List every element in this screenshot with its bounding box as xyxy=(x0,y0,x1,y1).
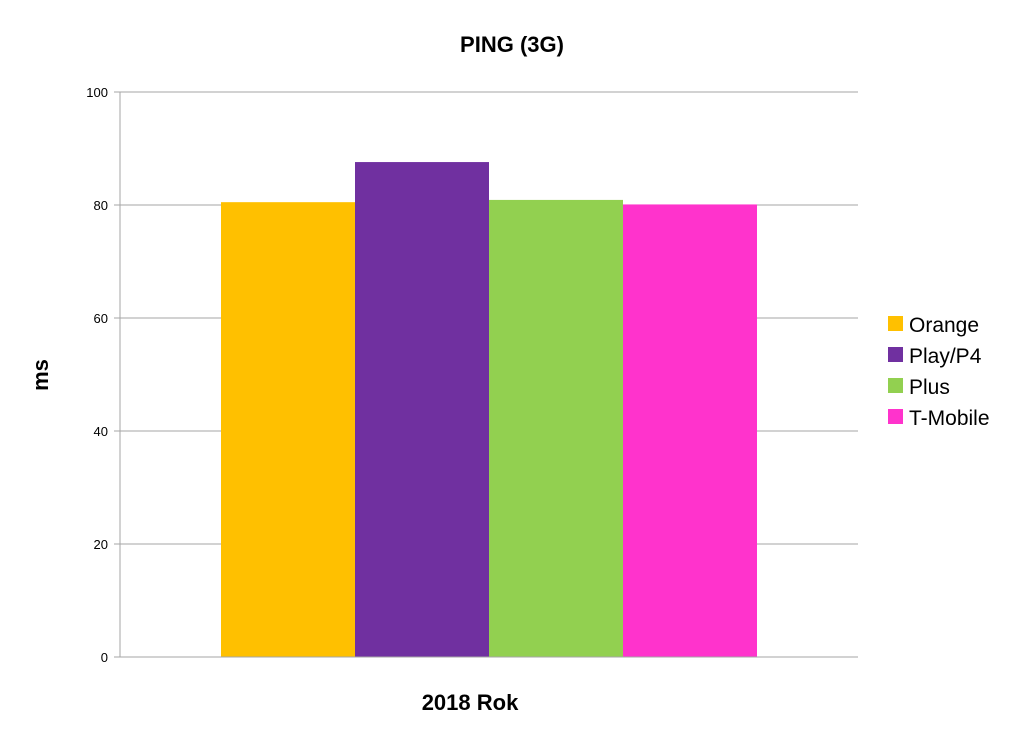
y-tick-label: 40 xyxy=(94,424,108,439)
y-tick-label: 100 xyxy=(86,85,108,100)
bars xyxy=(221,162,757,658)
bar-plus xyxy=(489,199,623,658)
y-tick-label: 20 xyxy=(94,537,108,552)
legend-label: Orange xyxy=(909,314,979,337)
chart-title: PING (3G) xyxy=(460,32,564,57)
y-tick-label: 0 xyxy=(101,650,108,665)
y-axis-title: ms xyxy=(28,359,53,391)
legend-swatch xyxy=(888,316,903,331)
bar-play-p4 xyxy=(355,162,489,657)
legend-swatch xyxy=(888,347,903,362)
legend: Orange Play/P4 Plus T-Mobile xyxy=(888,314,990,430)
y-tick-label: 80 xyxy=(94,198,108,213)
x-axis-title: 2018 Rok xyxy=(422,690,519,715)
bar-t-mobile xyxy=(623,204,757,657)
legend-label: Play/P4 xyxy=(909,345,982,368)
legend-label: T-Mobile xyxy=(909,407,990,430)
bar-orange xyxy=(221,202,355,658)
y-axis-ticks: 0 20 40 60 80 100 xyxy=(86,85,121,665)
legend-swatch xyxy=(888,378,903,393)
y-tick-label: 60 xyxy=(94,311,108,326)
legend-swatch xyxy=(888,409,903,424)
legend-label: Plus xyxy=(909,376,950,399)
